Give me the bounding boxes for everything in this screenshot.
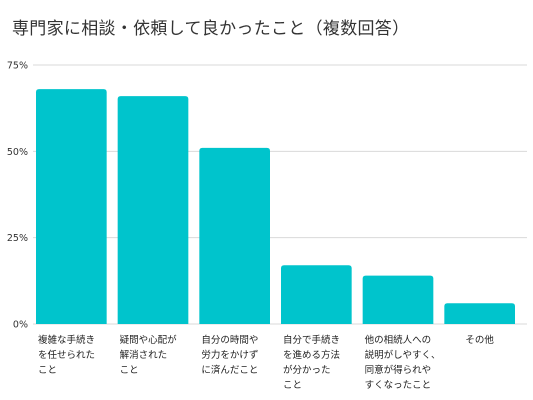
x-category-label: 自分で手続きを進める方法が分かったこと (283, 334, 340, 391)
bars (36, 89, 515, 324)
x-category-label: 自分の時間や労力をかけずに済んだこと (201, 334, 258, 376)
y-axis-ticks: 0% 25% 50% 75% (7, 61, 28, 331)
bar (444, 303, 515, 324)
y-tick-label: 50% (7, 147, 28, 158)
bar (199, 147, 270, 324)
y-tick-label: 75% (7, 61, 28, 72)
y-tick-label: 25% (7, 233, 28, 244)
x-axis-categories: 複雑な手続きを任せられたこと疑問や心配が解消されたこと自分の時間や労力をかけずに… (38, 334, 494, 391)
x-category-label: その他 (465, 334, 494, 346)
bar (117, 96, 189, 324)
x-category-label: 疑問や心配が解消されたこと (120, 334, 178, 376)
x-category-label: 複雑な手続きを任せられたこと (38, 334, 95, 376)
bar (36, 89, 107, 324)
chart-title: 専門家に相談・依頼して良かったこと（複数回答） (12, 19, 410, 39)
bar (362, 275, 434, 324)
y-tick-label: 0% (13, 320, 28, 331)
bar (281, 265, 352, 324)
x-category-label: 他の相続人への説明がしやすく、同意が得られやすくなったこと (365, 334, 441, 391)
gridlines (33, 64, 527, 325)
